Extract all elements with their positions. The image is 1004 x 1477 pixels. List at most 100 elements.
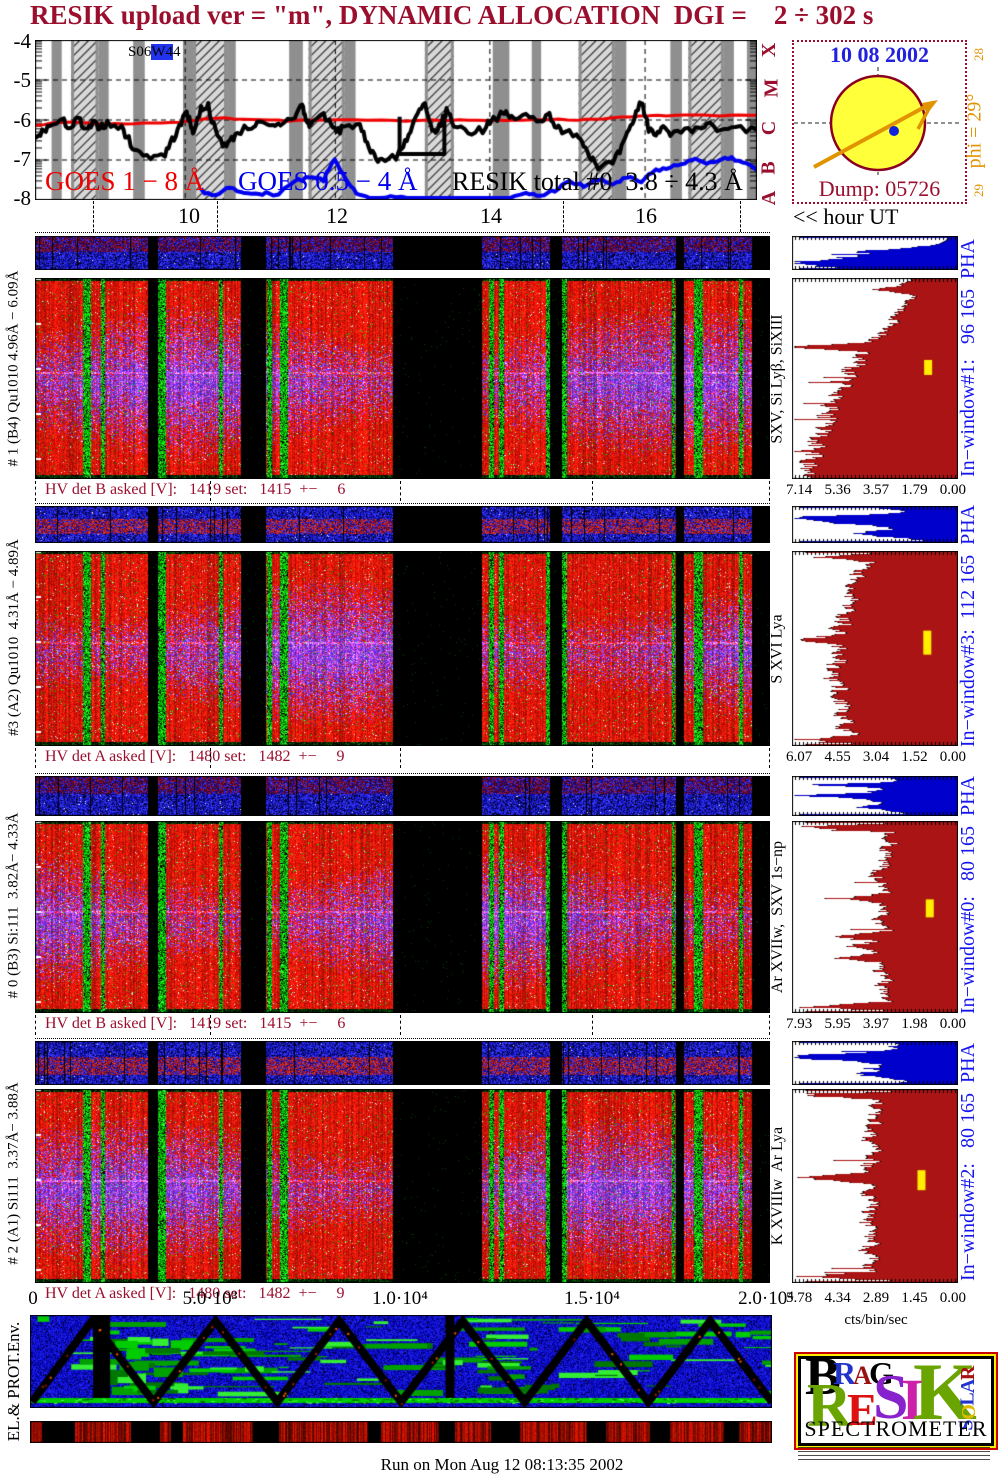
panel-2-pha-strip-spectrogram <box>35 506 770 543</box>
dashed-guide <box>592 748 594 768</box>
logo-letter: B <box>805 1346 842 1406</box>
goes-ytick: -8 <box>13 186 32 210</box>
dashed-guide <box>400 748 402 768</box>
goes-class-letter-x: X <box>758 42 781 58</box>
goes-class-letter-m: M <box>760 78 783 98</box>
panel-4-blue-histogram <box>792 1041 958 1085</box>
hour-tick-16: 16 <box>635 203 657 228</box>
dashed-guide <box>209 481 211 501</box>
goes-ytick: -4 <box>13 29 32 53</box>
flare-site-highlight: W4 <box>151 44 174 60</box>
panel-3-line-id-label: Ar XVIIw, SXV 1s−np <box>769 840 787 994</box>
panel-1-wavelength-label: # 1 (B4) Qu1010 4.96Å − 6.09Å <box>5 270 22 467</box>
tick: 0.00 <box>939 1290 966 1306</box>
sun-pointing-box: 10 08 2002 Dump: 05726 <box>792 40 967 204</box>
bin-axis-tick: 1.5·10⁴ <box>564 1288 620 1309</box>
logo-solar-letter: R <box>957 1365 980 1381</box>
run-timestamp: Run on Mon Aug 12 08:13:35 2002 <box>380 1455 624 1474</box>
dashed-guide <box>217 201 218 232</box>
panel-1-inwindow-label: In−window#1: 96 165 PHA <box>957 238 980 477</box>
logo-letter: I <box>901 1367 924 1432</box>
panel-2-hist-ticks: 6.07 4.55 3.04 1.52 0.00 <box>786 749 966 766</box>
panel-4-line-id-label: K XVIIIw Ar Lya <box>769 1126 787 1246</box>
logo-letter: R <box>807 1372 852 1440</box>
panel-4-spectrogram <box>35 1089 770 1283</box>
dashed-guide <box>93 201 94 232</box>
tick: 6.07 <box>786 749 813 765</box>
panel-3-blue-histogram <box>792 776 958 816</box>
panel-3-red-histogram <box>792 821 958 1013</box>
panel-1-spectrogram <box>35 278 770 479</box>
goes-ytick: -7 <box>13 147 32 171</box>
panel-3-inwindow-label: In−window#0: 80 165 PHA <box>957 775 980 1014</box>
phi-angle-text: phi = 29° <box>963 93 985 168</box>
phi-angle-label: phi = 29° <box>962 58 986 203</box>
logo-fine-print <box>798 1447 990 1461</box>
dashed-guide <box>769 748 770 768</box>
tick: 4.55 <box>824 749 851 765</box>
bin-axis-tick: 1.0·10⁴ <box>372 1288 428 1309</box>
panel-2-blue-histogram <box>792 506 958 543</box>
tick: 0.00 <box>939 1016 966 1032</box>
panel-3-spectrogram <box>35 821 770 1013</box>
panel-4-pha-strip-spectrogram <box>35 1041 770 1085</box>
logo-letter: S <box>873 1361 909 1432</box>
phi-tick-top: 28 <box>971 48 986 61</box>
tick: 4.34 <box>824 1290 851 1306</box>
separator-dotted-line <box>35 503 770 504</box>
panel-1-red-histogram <box>792 278 958 479</box>
environment-color-strip <box>30 1421 772 1443</box>
logo-letter: K <box>913 1346 977 1437</box>
tick: 2.89 <box>862 1290 890 1306</box>
observation-date: 10 08 2002 <box>830 42 929 67</box>
logo-letter: E <box>847 1384 878 1435</box>
logo-letter: R <box>833 1355 857 1391</box>
hour-tick-10: 10 <box>178 203 200 228</box>
dashed-guide <box>35 481 36 501</box>
separator-dotted-line <box>35 1038 770 1039</box>
panel-1-blue-histogram <box>792 236 958 270</box>
tick: 3.04 <box>862 749 890 765</box>
panel-4-hv-status: HV det A asked [V]: 1480 set: 1482 +− 9 <box>45 1285 345 1302</box>
bin-axis-tick: 0 <box>28 1288 38 1309</box>
dashed-guide <box>563 201 564 232</box>
sun-disk-diagram <box>794 67 961 175</box>
tick: 1.98 <box>901 1016 928 1032</box>
logo-letter: G <box>869 1355 894 1391</box>
bin-axis-tick: 5.0·10³ <box>182 1288 238 1309</box>
flare-site-text: S06 <box>128 44 152 60</box>
logo-solar-letter: L <box>956 1392 979 1406</box>
phi-tick-bottom: 29 <box>971 184 986 197</box>
dashed-guide <box>769 481 770 501</box>
tick: 3.57 <box>862 482 890 498</box>
scan-arrow-tail <box>916 102 934 130</box>
panel-4-inwindow-label: In−window#2: 80 165 PHA <box>957 1043 980 1281</box>
tick: 7.93 <box>786 1016 813 1032</box>
panel-1-hist-ticks: 7.14 5.36 3.57 1.79 0.00 <box>786 482 966 499</box>
hist-axis-unit-label: cts/bin/sec <box>844 1312 908 1328</box>
logo-spectrometer-text: SPECTROMETER <box>804 1416 988 1441</box>
goes-class-letter-b: B <box>757 161 780 175</box>
target-dot <box>889 126 899 136</box>
dashed-guide <box>592 1015 594 1035</box>
panel-3-wavelength-label: # 0 (B3) Si:111 3.82Å− 4.33Å <box>5 812 22 999</box>
separator-dotted-line <box>35 773 770 774</box>
panel-2-inwindow-label: In−window#3: 112 165 PHA <box>957 504 979 748</box>
dashed-guide <box>400 1015 402 1035</box>
goes-ytick: -5 <box>13 68 32 92</box>
dashed-guide <box>769 1015 770 1035</box>
panel-3-hv-status: HV det B asked [V]: 1419 set: 1415 +− 6 <box>45 1015 346 1032</box>
tick: 7.14 <box>786 482 813 498</box>
tick: 5.95 <box>824 1016 851 1032</box>
panel-4-red-histogram <box>792 1089 958 1283</box>
panel-2-red-histogram <box>792 551 958 746</box>
goes-ytick: -6 <box>13 108 32 132</box>
logo-letter: A <box>853 1361 872 1390</box>
tick: 5.78 <box>786 1290 813 1306</box>
tick: 5.36 <box>824 482 851 498</box>
tick: 1.52 <box>901 749 928 765</box>
tick: 3.97 <box>862 1016 890 1032</box>
dashed-guide <box>35 748 36 768</box>
